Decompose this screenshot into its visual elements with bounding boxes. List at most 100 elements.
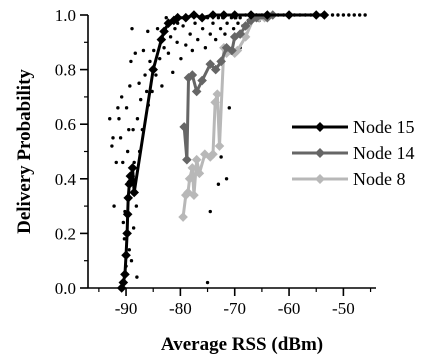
series-point-node-14 xyxy=(210,64,221,75)
scatter-point xyxy=(121,220,126,225)
scatter-point xyxy=(133,51,137,55)
series-point-node-15 xyxy=(189,10,199,20)
y-tick-label: 0.6 xyxy=(55,115,76,134)
series-point-node-8 xyxy=(187,163,198,173)
scatter-point xyxy=(208,32,212,36)
legend-marker xyxy=(315,174,325,184)
series-point-node-15 xyxy=(127,163,138,173)
y-axis-ticks: 0.0 0.2 0.4 0.6 0.8 1.0 xyxy=(55,6,88,298)
y-tick-label: 0.0 xyxy=(55,279,76,298)
scatter-point xyxy=(114,160,118,165)
x-axis-ticks: -90 -80 -70 -60 -50 xyxy=(98,288,372,318)
scatter-point xyxy=(208,209,212,214)
scatter-point xyxy=(129,59,133,64)
series-point-node-14 xyxy=(227,45,237,56)
scatter-point xyxy=(190,48,195,53)
series-point-node-14 xyxy=(191,86,202,97)
scatter-point xyxy=(200,26,205,31)
scatter-point xyxy=(135,275,139,279)
scatter-point xyxy=(110,144,114,148)
scatter-point xyxy=(238,16,242,20)
series-point-node-15 xyxy=(123,193,134,203)
series-point-node-14 xyxy=(187,70,198,80)
series-point-node-8 xyxy=(210,97,220,108)
scatter-point xyxy=(184,43,188,47)
scatter-point xyxy=(119,95,124,99)
legend-label: Node 8 xyxy=(353,169,406,189)
series-point-node-15 xyxy=(219,10,229,20)
series-point-node-15 xyxy=(156,34,167,45)
scatter-point xyxy=(148,59,152,64)
series-point-node-15 xyxy=(124,179,135,190)
scatter-point xyxy=(139,97,143,102)
scatter-point xyxy=(152,48,156,53)
series-point-node-8 xyxy=(191,154,202,165)
series-point-node-15 xyxy=(229,10,240,20)
series-point-node-15 xyxy=(172,12,183,23)
scatter-point xyxy=(144,89,149,94)
scatter-point xyxy=(135,117,140,121)
series-node-8 xyxy=(178,12,270,222)
x-tick-label: -80 xyxy=(169,299,192,318)
scatter-point xyxy=(236,21,240,25)
legend-label: Node 15 xyxy=(353,117,415,137)
scatter-point xyxy=(124,106,129,110)
series-point-node-15 xyxy=(126,176,137,187)
scatter-point xyxy=(179,56,183,61)
legend-item: Node 15 xyxy=(292,117,415,137)
y-tick-label: 0.4 xyxy=(55,170,77,189)
series-point-node-15 xyxy=(181,12,191,23)
series-point-node-8 xyxy=(208,149,218,160)
scatter-point xyxy=(127,248,131,252)
series-point-node-15 xyxy=(148,64,159,75)
scatter-point xyxy=(141,48,146,53)
scatter-point xyxy=(218,26,223,31)
series-point-node-8 xyxy=(232,45,243,56)
scatter-point xyxy=(223,32,227,36)
series-point-node-14 xyxy=(179,122,189,132)
series-point-node-15 xyxy=(125,171,136,181)
scatter-point xyxy=(108,117,112,121)
y-tick-label: 0.2 xyxy=(55,224,76,243)
scatter-point xyxy=(111,136,115,140)
series-point-node-14 xyxy=(183,72,194,83)
series-point-node-8 xyxy=(212,89,223,99)
scatter-point xyxy=(132,160,136,165)
scatter-point xyxy=(196,37,200,42)
scatter-point xyxy=(347,13,351,17)
scatter-point xyxy=(336,13,340,17)
scatter-point xyxy=(330,13,335,17)
series-point-node-15 xyxy=(246,10,256,20)
scatter-point xyxy=(216,16,221,20)
series-point-node-15 xyxy=(284,10,294,20)
x-tick-label: -90 xyxy=(115,299,138,318)
series-point-node-14 xyxy=(205,59,216,69)
series-point-node-15 xyxy=(129,187,139,198)
scatter-point xyxy=(128,84,132,88)
scatter-point xyxy=(173,26,177,31)
series-line-node-14 xyxy=(182,13,274,162)
series-point-node-15 xyxy=(120,269,130,280)
scatter-point xyxy=(175,40,179,44)
scatter-point xyxy=(363,13,367,17)
series-point-node-15 xyxy=(319,10,330,20)
scatter-point xyxy=(117,117,121,121)
scatter-point xyxy=(211,21,215,25)
series-point-node-8 xyxy=(189,190,199,200)
x-tick-label: -70 xyxy=(223,299,246,318)
scatter-point xyxy=(181,24,185,28)
scatter-point xyxy=(127,127,131,132)
series-layer xyxy=(116,10,330,293)
legend-marker xyxy=(315,148,325,158)
x-tick-label: -60 xyxy=(278,299,301,318)
scatter-point xyxy=(168,35,173,39)
scatter-point xyxy=(121,160,125,165)
scatter-point xyxy=(129,259,134,263)
scatter-point xyxy=(143,73,147,77)
scatter-point xyxy=(131,127,135,132)
y-tick-label: 0.8 xyxy=(55,61,76,80)
scatter-point xyxy=(227,106,231,110)
scatter-point xyxy=(164,16,168,20)
series-point-node-8 xyxy=(183,187,193,198)
